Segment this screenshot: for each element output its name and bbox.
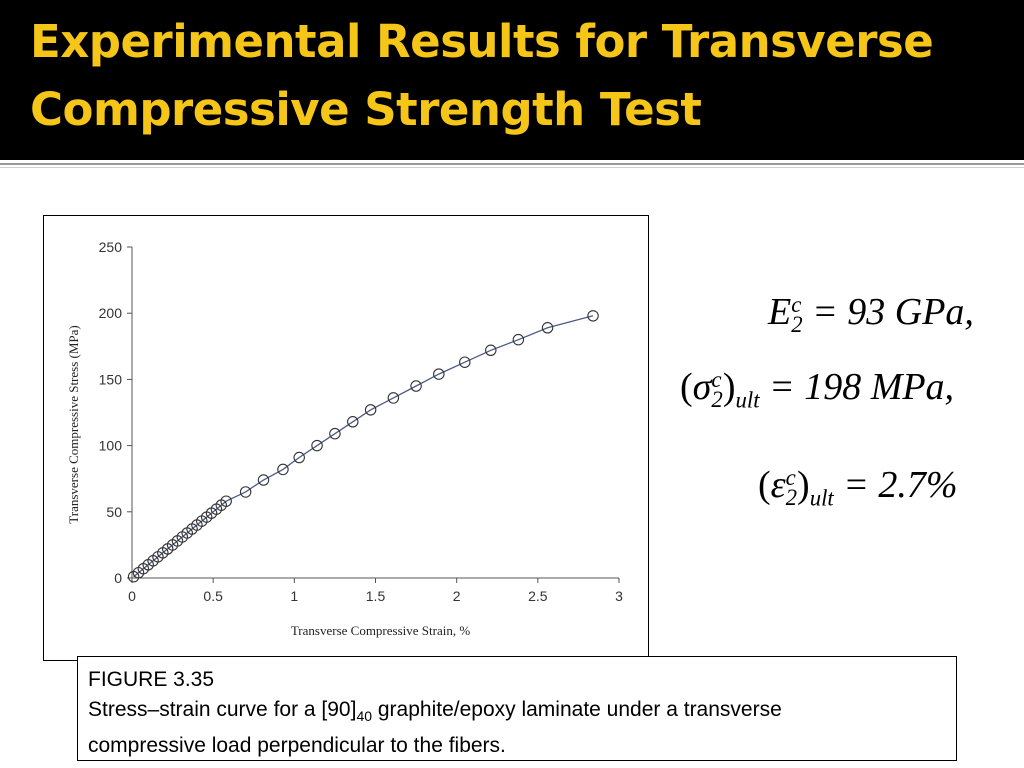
y-tick-label: 250: [99, 239, 123, 255]
slide-title: Experimental Results for Transverse Comp…: [30, 8, 1010, 144]
x-tick-label: 3: [615, 588, 623, 604]
title-bar: Experimental Results for Transverse Comp…: [0, 0, 1024, 160]
divider: [0, 163, 1024, 165]
epsilon-close: ): [797, 464, 810, 506]
data-point: [512, 333, 525, 346]
data-point: [459, 356, 471, 368]
x-tick-label: 0: [128, 588, 136, 604]
epsilon-rhs: = 2.7%: [843, 464, 958, 506]
caption-text-before: Stress–strain curve for a [90]: [88, 698, 357, 721]
data-point: [485, 344, 497, 357]
sigma-rhs: = 198 MPa,: [769, 366, 955, 408]
x-tick-label: 0.5: [203, 588, 223, 604]
slide-title-line1: Experimental Results for Transverse: [30, 15, 934, 68]
sigma-sub: 2: [711, 387, 723, 413]
caption-line2: Stress–strain curve for a [90]40 graphit…: [88, 695, 946, 731]
epsilon-ult: ult: [809, 485, 834, 511]
data-point: [387, 392, 400, 404]
data-point: [433, 368, 445, 380]
slide-title-line2: Compressive Strength Test: [30, 83, 702, 136]
stress-strain-chart: 0 50 100 150 200 250 0 0.5 1 1.5 2 2.5 3 Transverse C…: [66, 239, 623, 638]
epsilon-sup: c: [785, 464, 796, 490]
caption-text-after: graphite/epoxy laminate under a transver…: [372, 698, 782, 721]
data-point: [293, 451, 305, 464]
y-tick-label: 100: [99, 438, 123, 454]
epsilon-symbol: ε: [770, 464, 786, 506]
x-tick-label: 2.5: [528, 588, 548, 604]
sigma-close: ): [722, 366, 736, 408]
y-tick-label: 0: [114, 570, 122, 586]
y-tick-label: 50: [106, 504, 122, 520]
figure-caption: FIGURE 3.35 Stress–strain curve for a [9…: [77, 656, 957, 761]
data-point: [541, 322, 554, 334]
epsilon-sub: 2: [785, 485, 798, 511]
caption-figure-label: FIGURE 3.35: [88, 668, 215, 691]
sigma-symbol: σ: [692, 366, 712, 408]
x-tick-label: 1: [290, 588, 298, 604]
e2-sub: 2: [791, 312, 803, 338]
sigma-ult: ult: [735, 387, 760, 413]
series-line: [133, 315, 594, 578]
e2-symbol: E: [768, 291, 792, 333]
data-point: [587, 310, 599, 322]
e2-sup: c: [791, 291, 802, 317]
x-axis-label: Transverse Compressive Strain, %: [291, 623, 471, 638]
caption-subscript: 40: [356, 708, 373, 725]
data-point: [364, 404, 377, 416]
sigma-sup: c: [711, 366, 722, 392]
data-point: [220, 495, 232, 507]
data-point: [347, 416, 359, 428]
epsilon-open: (: [758, 464, 771, 506]
data-point: [311, 439, 323, 452]
x-tick-label: 2: [453, 588, 461, 604]
equation-epsilon: (ε c 2)ult = 2.7%: [758, 463, 958, 512]
x-tick-label: 1.5: [366, 588, 386, 604]
caption-line3: compressive load perpendicular to the fi…: [88, 734, 506, 758]
data-point: [257, 474, 270, 486]
data-point: [239, 486, 252, 498]
e2-rhs: = 93 GPa,: [812, 291, 974, 333]
divider-thin: [0, 167, 1024, 168]
data-point: [410, 380, 422, 392]
data-point: [329, 427, 341, 440]
equation-sigma: (σ c 2)ult = 198 MPa,: [680, 365, 954, 414]
chart-frame: 0 50 100 150 200 250 0 0.5 1 1.5 2 2.5 3 Transverse C…: [43, 215, 649, 661]
y-axis-label: Transverse Compressive Stress (MPa): [66, 325, 81, 523]
data-point: [277, 463, 289, 476]
y-tick-label: 150: [99, 371, 123, 387]
y-tick-label: 200: [99, 305, 123, 321]
sigma-open: (: [680, 366, 693, 408]
